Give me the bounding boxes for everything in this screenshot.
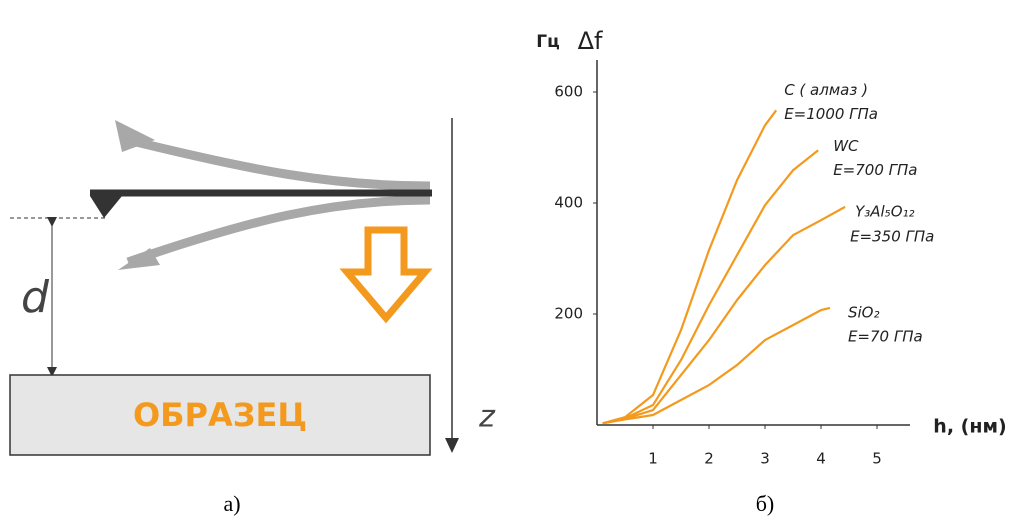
diagram: d ОБРАЗЕЦ z а) bbox=[9, 118, 496, 516]
series-name: C ( алмаз ) bbox=[784, 81, 868, 99]
x-tick-label: 4 bbox=[816, 450, 826, 468]
y-label-unit: Гц bbox=[536, 32, 559, 52]
y-label: Δf bbox=[578, 27, 603, 55]
x-tick-label: 5 bbox=[872, 450, 882, 468]
z-label: z bbox=[478, 400, 496, 435]
y-tick-label: 400 bbox=[554, 194, 583, 212]
curve bbox=[602, 306, 831, 425]
series-annotation: E=1000 ГПа bbox=[784, 105, 878, 123]
series-name: Y₃Al₅O₁₂ bbox=[855, 202, 914, 220]
cantilever-up bbox=[126, 135, 431, 191]
cantilever-down bbox=[126, 195, 431, 267]
curve bbox=[602, 109, 778, 425]
series-annotation: E=70 ГПа bbox=[848, 327, 923, 345]
caption: б) bbox=[756, 491, 775, 516]
caption: а) bbox=[223, 491, 240, 516]
y-tick-label: 200 bbox=[554, 305, 583, 323]
down-arrow bbox=[339, 226, 433, 324]
x-tick-label: 2 bbox=[704, 450, 714, 468]
tip bbox=[90, 196, 122, 218]
curve bbox=[602, 205, 846, 425]
d-label: d bbox=[21, 272, 50, 323]
x-tick-label: 1 bbox=[648, 450, 658, 468]
x-label: h, (нм) bbox=[933, 416, 1006, 438]
series-name: WC bbox=[833, 137, 859, 155]
series-annotation: E=350 ГПа bbox=[850, 227, 934, 245]
series-name: SiO₂ bbox=[848, 303, 880, 321]
curve bbox=[602, 149, 819, 425]
sample-label: ОБРАЗЕЦ bbox=[133, 396, 307, 434]
sample bbox=[9, 374, 431, 456]
series-annotation: E=700 ГПа bbox=[833, 161, 917, 179]
y-tick-label: 600 bbox=[554, 83, 583, 101]
z-arrowhead bbox=[445, 438, 459, 453]
tip-down bbox=[118, 248, 160, 270]
x-tick-label: 3 bbox=[760, 450, 770, 468]
tip-up bbox=[115, 120, 155, 152]
